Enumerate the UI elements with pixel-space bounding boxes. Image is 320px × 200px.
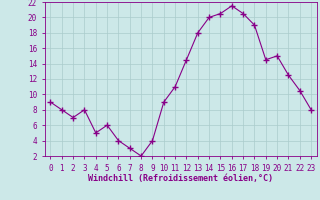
X-axis label: Windchill (Refroidissement éolien,°C): Windchill (Refroidissement éolien,°C)	[88, 174, 273, 183]
